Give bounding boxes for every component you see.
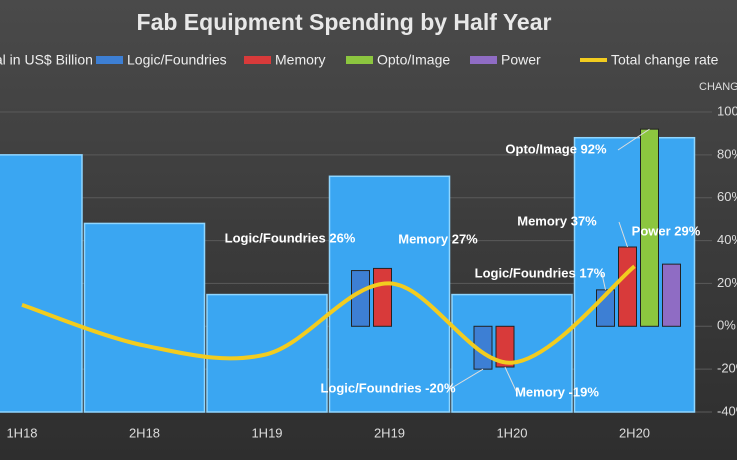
leader-line xyxy=(449,368,484,390)
legend-swatch xyxy=(96,56,123,64)
x-tick-label: 1H19 xyxy=(251,425,282,440)
legend-swatch xyxy=(346,56,373,64)
x-tick-label: 1H18 xyxy=(6,425,37,440)
bar xyxy=(662,263,681,327)
legend-label: tal in US$ Billion xyxy=(0,52,93,68)
y2-axis-label: CHANG xyxy=(699,81,737,93)
legend-label: Power xyxy=(501,52,541,68)
legend-label: Opto/Image xyxy=(377,52,450,68)
chart-title: Fab Equipment Spending by Half Year xyxy=(137,9,552,35)
bar xyxy=(373,267,392,327)
data-label: Power 29% xyxy=(632,223,701,238)
leader-line xyxy=(617,128,650,151)
legend-label: Total change rate xyxy=(611,52,719,68)
leader-line xyxy=(601,273,606,290)
y2-tick-label: 0% xyxy=(717,318,736,333)
bar xyxy=(451,293,573,413)
bar xyxy=(618,246,637,327)
legend-label: Logic/Foundries xyxy=(127,52,227,68)
bar xyxy=(351,270,370,327)
data-label: Logic/Foundries -20% xyxy=(320,380,456,395)
legend-swatch xyxy=(244,56,271,64)
y2-tick-label: -20% xyxy=(717,361,737,376)
data-label: Logic/Foundries 17% xyxy=(475,265,606,280)
bar xyxy=(83,222,206,413)
legend-label: Memory xyxy=(275,52,326,68)
leader-line xyxy=(504,366,518,394)
x-tick-label: 1H20 xyxy=(496,425,527,440)
bar xyxy=(0,154,83,413)
leader-line xyxy=(618,221,628,248)
data-label: Memory 37% xyxy=(517,213,597,228)
y2-tick-label: 40% xyxy=(717,232,737,247)
y2-tick-label: 60% xyxy=(717,189,737,204)
data-label: Logic/Foundries 26% xyxy=(225,230,356,245)
legend-swatch xyxy=(470,56,497,64)
data-label: Opto/Image 92% xyxy=(505,141,607,156)
x-tick-label: 2H19 xyxy=(374,425,405,440)
data-label: Memory 27% xyxy=(398,231,478,246)
x-tick-label: 2H18 xyxy=(129,425,160,440)
line xyxy=(21,264,636,365)
y2-tick-label: 20% xyxy=(717,275,737,290)
y2-tick-label: -40% xyxy=(717,403,737,418)
y2-tick-label: 80% xyxy=(717,146,737,161)
data-label: Memory -19% xyxy=(515,384,599,399)
x-tick-label: 2H20 xyxy=(619,425,650,440)
y2-tick-label: 100 xyxy=(717,103,737,118)
